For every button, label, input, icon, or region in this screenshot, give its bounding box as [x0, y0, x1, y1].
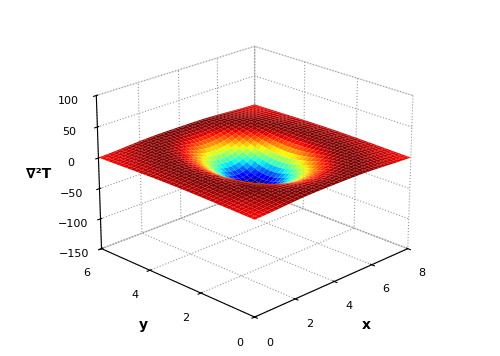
Y-axis label: y: y	[138, 318, 147, 332]
X-axis label: x: x	[362, 318, 371, 332]
